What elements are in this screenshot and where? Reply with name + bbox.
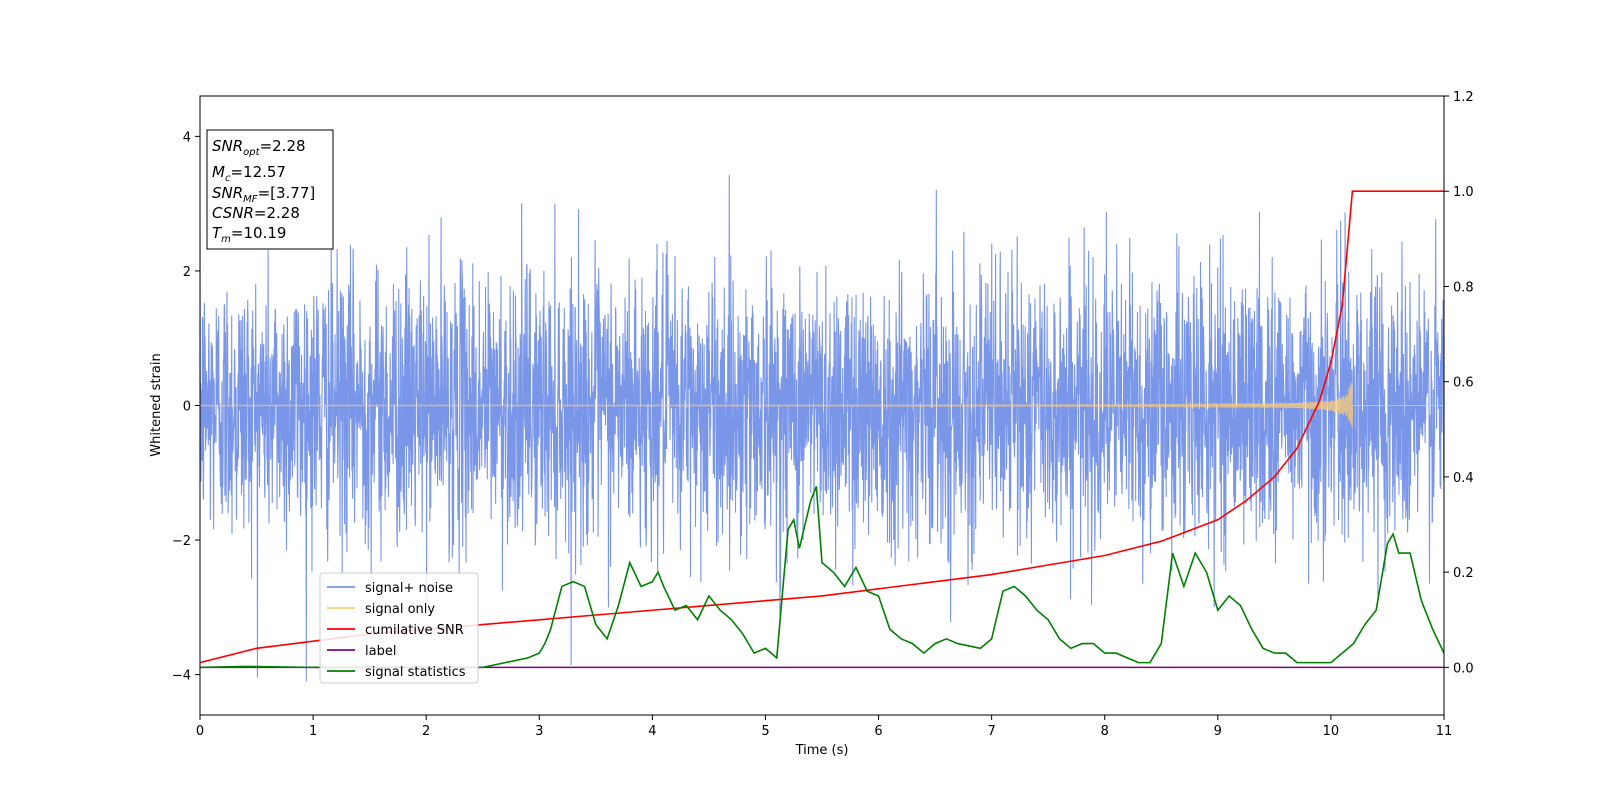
x-tick-label: 6 [874, 724, 882, 739]
legend-label: label [365, 644, 396, 659]
x-tick-label: 3 [535, 724, 543, 739]
series-line-signal-statistics [200, 486, 1444, 669]
y2-tick-label: 0.8 [1453, 280, 1474, 295]
info-snr-mf: SNRMF=[3.77] [212, 184, 315, 205]
x-tick-label: 9 [1214, 724, 1222, 739]
y-axis-left: −4 −2 0 2 4 [172, 130, 200, 684]
y-tick-label: −2 [172, 534, 191, 549]
x-tick-label: 10 [1323, 724, 1340, 739]
info-snr-opt: SNRopt=2.28 [212, 137, 306, 158]
signal-only-line [200, 382, 1444, 429]
x-axis: 0 1 2 3 4 5 6 7 8 9 10 11 [196, 715, 1452, 739]
y-tick-label: 2 [183, 265, 191, 280]
y2-tick-label: 1.2 [1453, 90, 1474, 105]
x-tick-label: 1 [309, 724, 317, 739]
x-tick-label: 7 [987, 724, 995, 739]
legend-label: cumilative SNR [365, 623, 464, 638]
signal-only-series [200, 382, 1444, 429]
info-box-frame [206, 129, 334, 250]
y-axis-right: 0.0 0.2 0.4 0.6 0.8 1.0 1.2 [1444, 90, 1474, 676]
y2-tick-label: 0.0 [1453, 661, 1474, 676]
y-tick-label: −4 [172, 669, 191, 684]
legend-label: signal only [365, 602, 435, 617]
y2-tick-label: 0.2 [1453, 566, 1474, 581]
x-axis-label: Time (s) [795, 743, 849, 758]
x-tick-label: 2 [422, 724, 430, 739]
y2-tick-label: 0.4 [1453, 471, 1474, 486]
legend-frame [319, 572, 479, 684]
info-mc: Mc=12.57 [212, 163, 286, 184]
legend-label: signal+ noise [365, 581, 453, 596]
y2-tick-label: 0.6 [1453, 376, 1474, 391]
x-tick-label: 4 [648, 724, 656, 739]
x-tick-label: 0 [196, 724, 204, 739]
info-csnr: CSNR=2.28 [212, 204, 300, 222]
y-tick-label: 4 [183, 130, 191, 145]
x-tick-label: 5 [761, 724, 769, 739]
y-axis-label: Whitened strain [149, 353, 164, 456]
info-tm: Tm=10.19 [212, 224, 286, 245]
y-tick-label: 0 [183, 400, 191, 415]
y2-tick-label: 1.0 [1453, 185, 1474, 200]
x-tick-label: 8 [1101, 724, 1109, 739]
x-tick-label: 11 [1436, 724, 1453, 739]
legend: signal+ noise signal only cumilative SNR la… [319, 572, 479, 684]
info-box: SNRopt=2.28 Mc=12.57 SNRMF=[3.77] CSNR=2… [206, 129, 334, 250]
legend-label: signal statistics [365, 665, 466, 680]
